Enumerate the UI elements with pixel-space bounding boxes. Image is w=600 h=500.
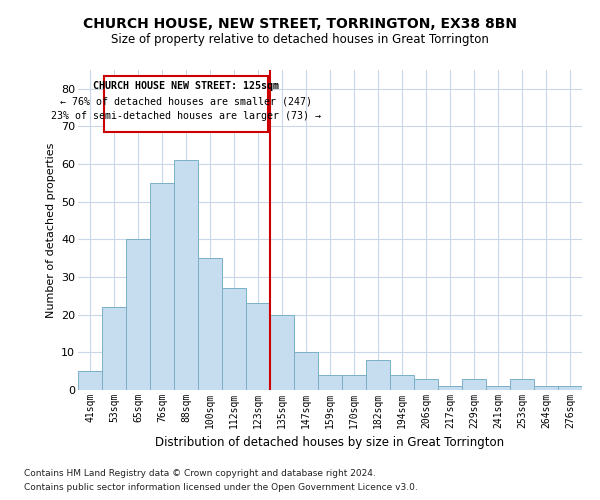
Bar [270,314,294,390]
Bar [198,258,222,390]
Bar [462,378,486,390]
Bar [246,304,270,390]
Bar [390,375,414,390]
Bar [318,375,342,390]
Bar [126,240,150,390]
Bar [174,160,198,390]
Y-axis label: Number of detached properties: Number of detached properties [46,142,56,318]
Text: ← 76% of detached houses are smaller (247): ← 76% of detached houses are smaller (24… [60,96,312,106]
Bar [102,307,126,390]
Bar [342,375,366,390]
Bar [150,183,174,390]
FancyBboxPatch shape [104,76,268,132]
Text: CHURCH HOUSE NEW STREET: 125sqm: CHURCH HOUSE NEW STREET: 125sqm [93,82,279,92]
Bar [222,288,246,390]
Bar [510,378,534,390]
Text: Contains HM Land Registry data © Crown copyright and database right 2024.: Contains HM Land Registry data © Crown c… [24,468,376,477]
Text: Size of property relative to detached houses in Great Torrington: Size of property relative to detached ho… [111,32,489,46]
Bar [294,352,318,390]
Bar [534,386,558,390]
Bar [78,371,102,390]
Bar [486,386,510,390]
Bar [438,386,462,390]
Bar [366,360,390,390]
Text: 23% of semi-detached houses are larger (73) →: 23% of semi-detached houses are larger (… [51,112,321,122]
X-axis label: Distribution of detached houses by size in Great Torrington: Distribution of detached houses by size … [155,436,505,450]
Text: Contains public sector information licensed under the Open Government Licence v3: Contains public sector information licen… [24,484,418,492]
Bar [414,378,438,390]
Text: CHURCH HOUSE, NEW STREET, TORRINGTON, EX38 8BN: CHURCH HOUSE, NEW STREET, TORRINGTON, EX… [83,18,517,32]
Bar [558,386,582,390]
